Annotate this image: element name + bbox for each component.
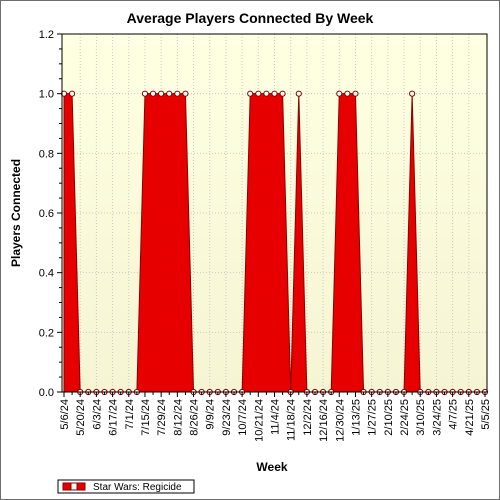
y-axis-label: Players Connected <box>9 159 23 267</box>
data-point <box>247 90 254 97</box>
data-point <box>149 90 157 97</box>
x-tick-label: 6/3/24 <box>91 399 103 430</box>
data-point <box>271 90 278 97</box>
x-tick-label: 1/27/25 <box>367 399 379 436</box>
y-tick-label: 0.4 <box>39 268 54 280</box>
x-tick-label: 9/9/24 <box>205 399 217 430</box>
x-tick-label: 1/13/25 <box>350 399 362 436</box>
data-point <box>352 90 359 97</box>
x-tick-label: 3/10/25 <box>415 399 427 436</box>
x-tick-label: 7/15/24 <box>140 399 152 436</box>
legend-box <box>57 479 195 494</box>
x-tick-label: 6/17/24 <box>108 399 120 436</box>
data-point <box>344 90 351 97</box>
x-tick-label: 2/10/25 <box>383 399 395 436</box>
data-point <box>295 90 302 97</box>
x-tick-label: 4/21/25 <box>464 399 476 436</box>
data-point <box>409 90 416 97</box>
data-point <box>158 90 165 97</box>
y-tick-label: 1.2 <box>39 29 54 41</box>
x-tick-label: 2/24/25 <box>399 399 411 436</box>
legend-marker-icon <box>70 482 78 491</box>
y-tick-label: 0.0 <box>39 387 54 399</box>
data-point <box>279 90 286 97</box>
x-tick-label: 12/16/24 <box>318 399 330 442</box>
x-tick-label: 4/7/25 <box>448 399 460 430</box>
legend: Star Wars: Regicide <box>57 479 195 494</box>
data-point <box>182 90 189 97</box>
x-tick-label: 11/4/24 <box>270 399 282 435</box>
x-tick-label: 5/20/24 <box>75 399 87 436</box>
y-tick-label: 0.6 <box>39 208 54 220</box>
x-axis-ticks: 5/6/24 5/20/24 6/3/24 6/17/24 7/1/24 7/15/24 7… <box>59 399 492 442</box>
x-axis-label: Week <box>256 460 287 474</box>
x-tick-label: 9/23/24 <box>221 399 233 436</box>
chart-title: Average Players Connected By Week <box>127 10 374 26</box>
x-tick-label: 12/2/24 <box>302 399 314 436</box>
x-tick-label: 5/6/24 <box>59 399 71 430</box>
y-axis-ticks: 0.0 0.2 0.4 0.6 0.8 1.0 1.2 <box>39 29 54 399</box>
x-tick-label: 7/1/24 <box>124 399 136 430</box>
x-tick-label: 5/5/25 <box>480 399 492 430</box>
x-tick-label: 10/21/24 <box>253 399 265 442</box>
data-point <box>141 90 149 97</box>
x-tick-label: 12/30/24 <box>334 399 346 442</box>
data-point <box>255 90 262 97</box>
x-tick-label: 8/26/24 <box>189 399 201 436</box>
x-tick-label: 8/12/24 <box>172 399 184 436</box>
legend-label: Star Wars: Regicide <box>93 482 182 493</box>
x-tick-label: 7/29/24 <box>156 399 168 436</box>
x-tick-label: 11/18/24 <box>286 399 298 441</box>
data-point <box>263 90 270 97</box>
axes <box>57 33 488 397</box>
y-tick-label: 1.0 <box>39 89 54 101</box>
x-tick-label: 10/7/24 <box>237 399 249 436</box>
y-tick-label: 0.8 <box>39 148 54 160</box>
data-point <box>166 90 173 97</box>
data-point <box>68 90 76 97</box>
data-point <box>174 90 181 97</box>
x-tick-label: 3/24/25 <box>431 399 443 436</box>
data-point <box>336 90 343 97</box>
y-tick-label: 0.2 <box>39 327 54 339</box>
